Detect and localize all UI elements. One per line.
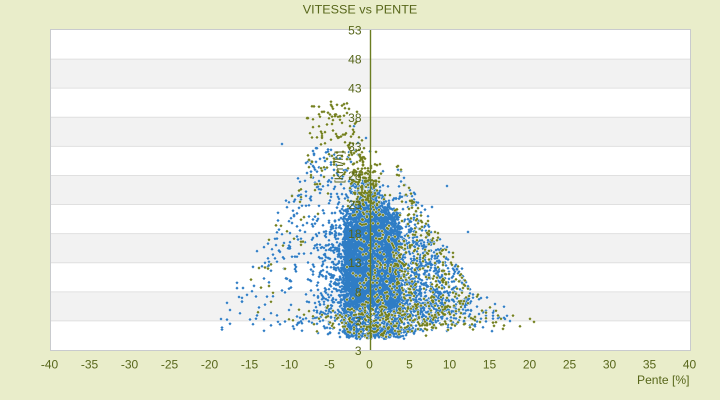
svg-text:25: 25 [563,358,577,372]
svg-text:5: 5 [406,358,413,372]
svg-text:18: 18 [348,227,362,241]
svg-text:-5: -5 [324,358,335,372]
svg-text:3: 3 [355,344,362,358]
svg-text:-15: -15 [241,358,259,372]
svg-text:[km/h]: [km/h] [332,151,346,184]
svg-text:28: 28 [348,169,362,183]
svg-text:33: 33 [348,140,362,154]
svg-text:15: 15 [483,358,497,372]
svg-text:-25: -25 [161,358,179,372]
svg-text:30: 30 [603,358,617,372]
svg-text:0: 0 [366,358,373,372]
svg-text:38: 38 [348,111,362,125]
svg-text:43: 43 [348,82,362,96]
svg-text:53: 53 [348,24,362,38]
svg-text:-30: -30 [121,358,139,372]
svg-text:8: 8 [355,285,362,299]
svg-text:-35: -35 [81,358,99,372]
svg-text:VITESSE vs PENTE: VITESSE vs PENTE [303,3,418,17]
svg-text:Pente [%]: Pente [%] [637,373,690,387]
svg-text:3: 3 [355,314,362,328]
svg-text:35: 35 [643,358,657,372]
svg-text:-10: -10 [281,358,299,372]
svg-text:23: 23 [348,198,362,212]
svg-text:20: 20 [523,358,537,372]
svg-text:10: 10 [443,358,457,372]
svg-text:-40: -40 [41,358,59,372]
svg-text:40: 40 [683,358,697,372]
svg-text:48: 48 [348,53,362,67]
svg-text:-20: -20 [201,358,219,372]
svg-text:13: 13 [348,256,362,270]
